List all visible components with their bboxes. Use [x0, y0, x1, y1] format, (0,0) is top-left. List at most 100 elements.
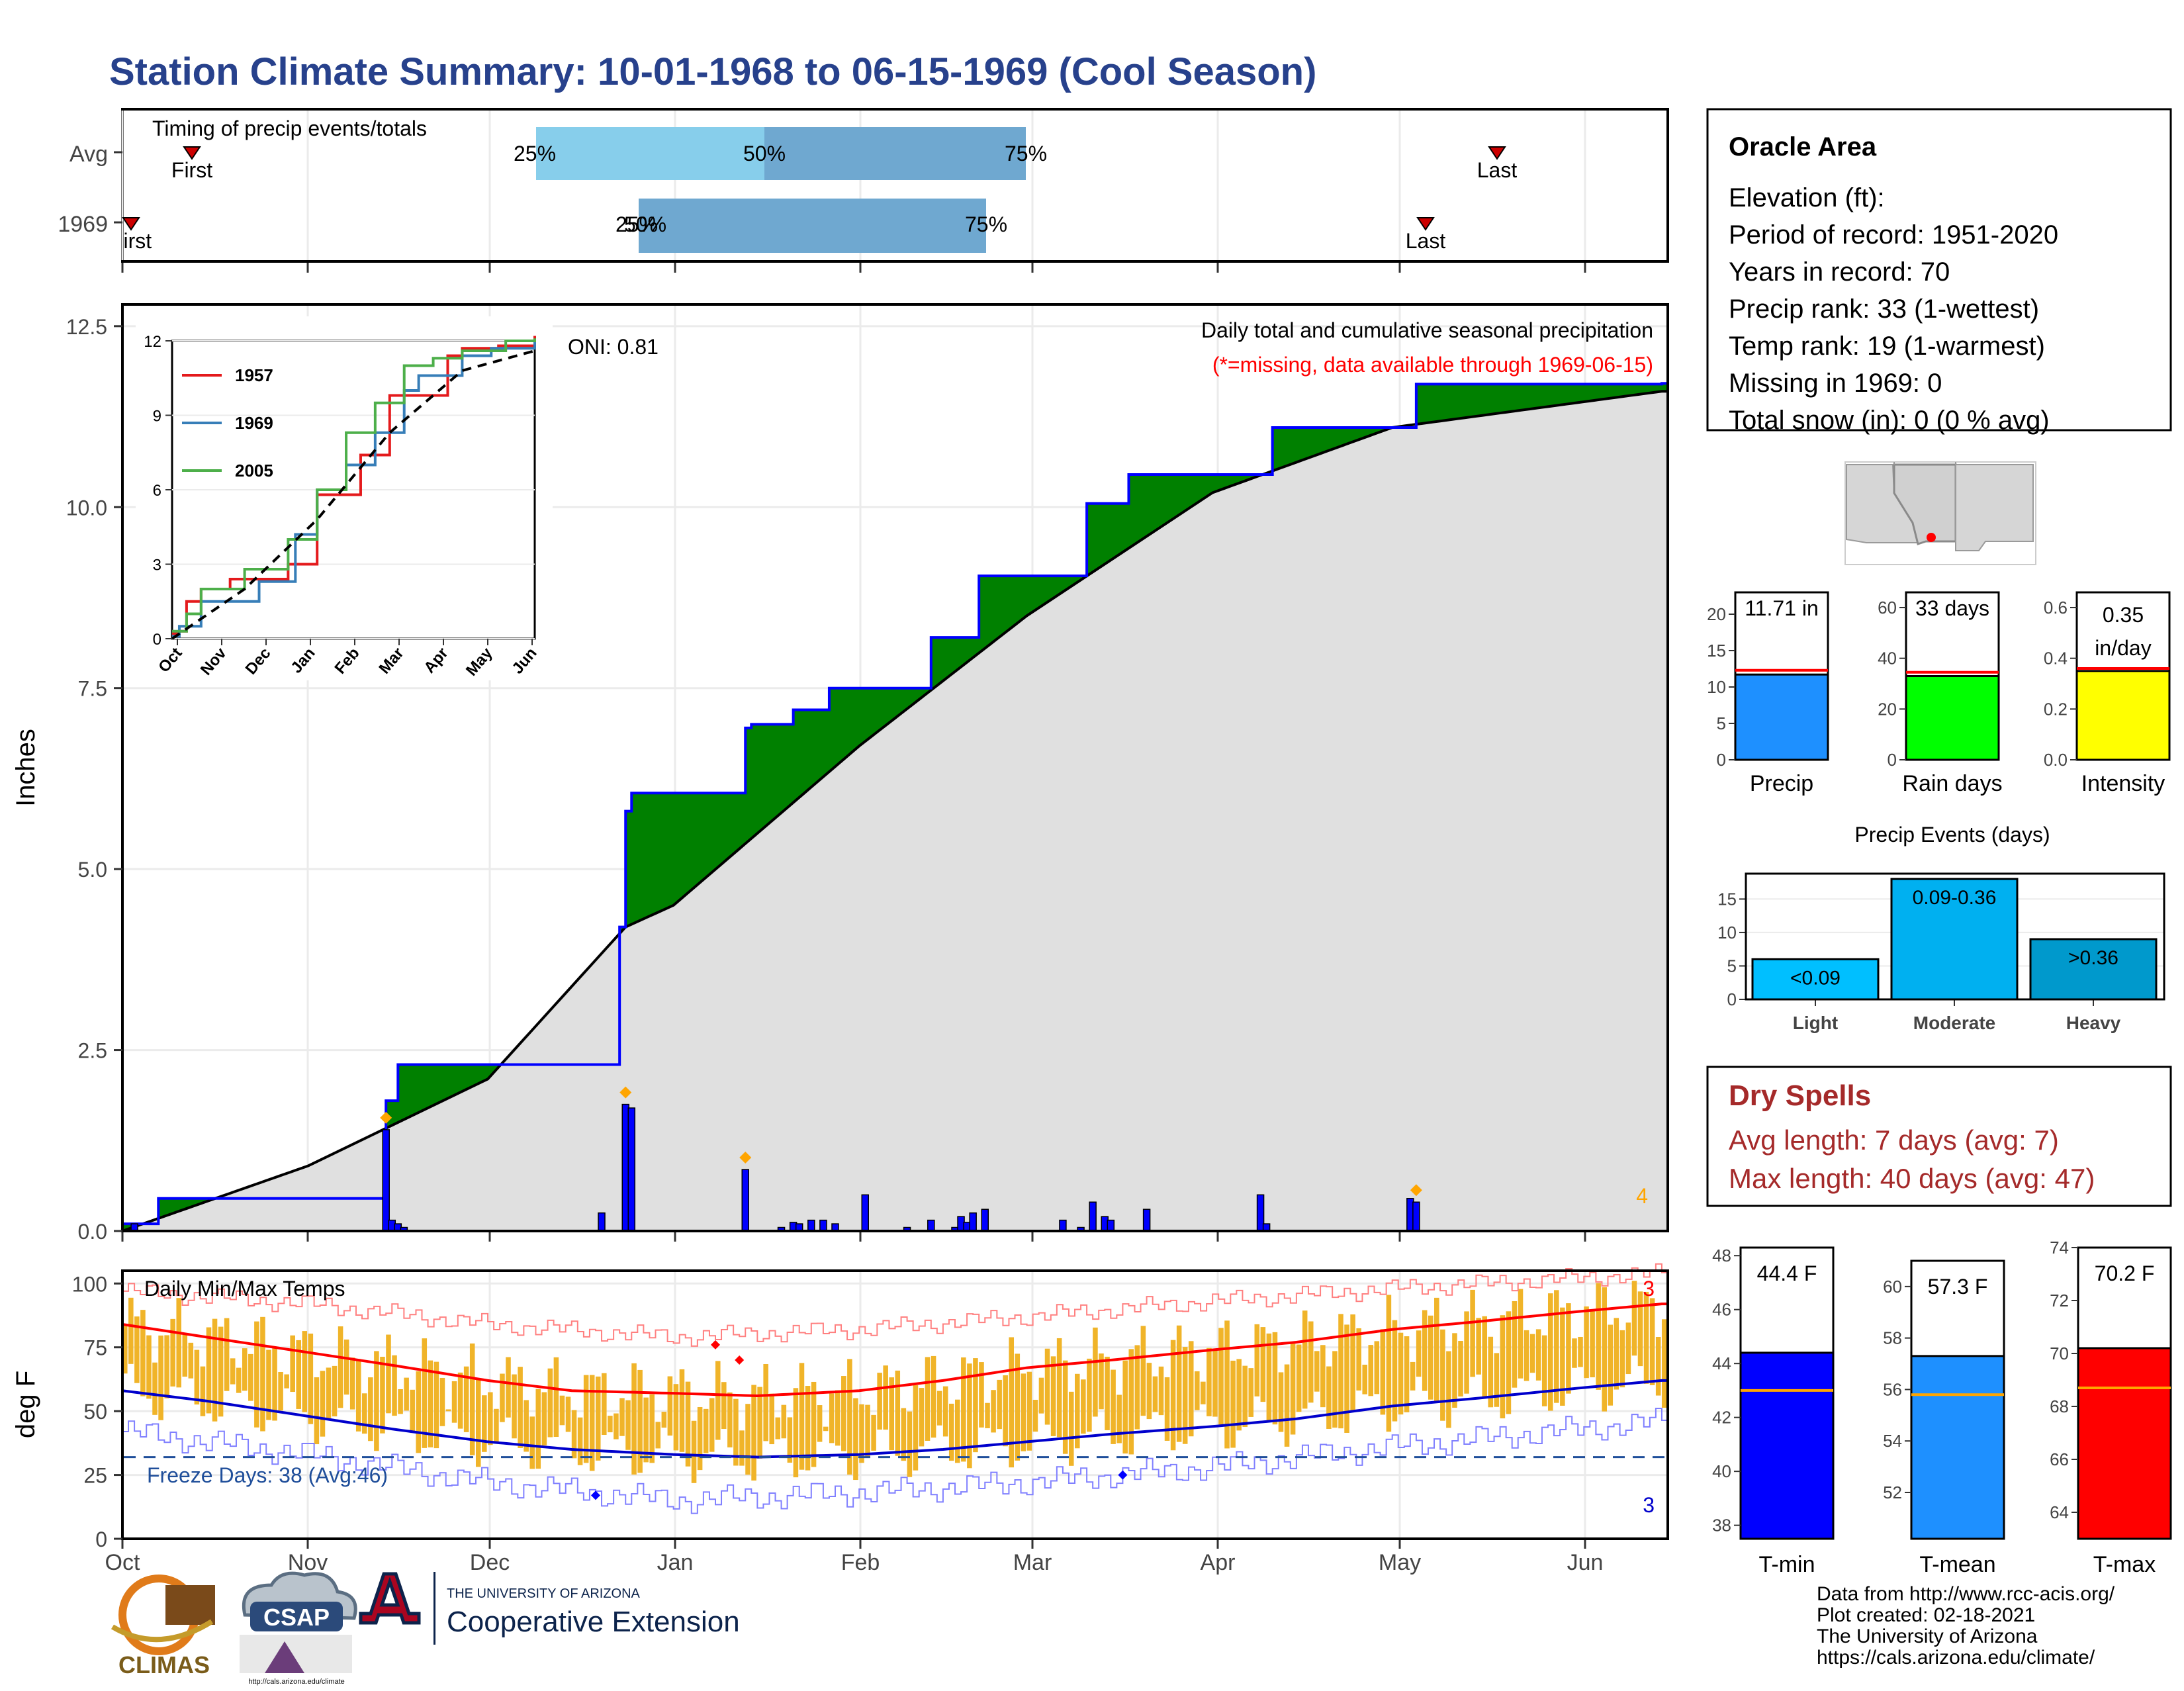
daily-precip-bar [627, 1107, 636, 1232]
station-location-dot [1927, 533, 1936, 542]
precip-diff-area [913, 688, 920, 704]
daily-temp-bar [919, 1388, 925, 1447]
precip-diff-area [1212, 475, 1219, 493]
daily-temp-bar [122, 1324, 128, 1374]
daily-temp-bar [745, 1404, 751, 1475]
precip-diff-area [1188, 475, 1195, 509]
summary-bar-rain-days: 0 20 40 60 33 days Rain days [1878, 591, 2003, 796]
avg-q50-label: 50% [743, 142, 786, 165]
precip-diff-area [1434, 384, 1441, 422]
precip-diff-area [1087, 503, 1093, 576]
event-bar-inner-label: 0.09-0.36 [1913, 887, 1997, 909]
precip-diff-area [1164, 475, 1171, 525]
month-label: Feb [841, 1550, 880, 1575]
summary-bar-label: Intensity [2081, 771, 2165, 796]
daily-temp-bar [338, 1326, 343, 1408]
daily-temp-bar [1476, 1318, 1481, 1375]
precip-diff-area [1242, 475, 1250, 482]
precip-diff-area [667, 793, 674, 908]
info-snow: Total snow (in): 0 (0 % avg) [1729, 406, 2050, 435]
daily-temp-bar [1009, 1337, 1015, 1468]
daily-temp-bar [512, 1374, 517, 1439]
precip-diff-area [1458, 384, 1465, 419]
daily-temp-bar [936, 1391, 942, 1426]
daily-temp-bar [1021, 1373, 1026, 1451]
precip-diff-area [936, 637, 944, 686]
ua-logo: THE UNIVERSITY OF ARIZONA Cooperative Ex… [359, 1572, 740, 1645]
precip-diff-area [1099, 503, 1105, 569]
month-label: Jan [657, 1550, 694, 1575]
daily-temp-bar [667, 1376, 673, 1436]
daily-temp-bar [194, 1349, 200, 1405]
daily-temp-bar [1500, 1315, 1506, 1419]
station-name: Oracle Area [1729, 132, 1877, 161]
inset-legend-label: 2005 [235, 461, 273, 480]
daily-temp-bar [1560, 1307, 1565, 1406]
record-low-line [122, 1408, 1668, 1514]
daily-temp-bar [1038, 1377, 1044, 1414]
precip-diff-area [1176, 475, 1183, 517]
daily-temp-bar [1482, 1316, 1487, 1398]
avg-max-line [122, 1303, 1668, 1398]
precip-diff-area [1416, 384, 1423, 425]
precip-diff-area [1032, 576, 1040, 612]
summary-bar-label: Precip [1750, 771, 1813, 796]
precip-diff-area [883, 688, 890, 728]
precip-diff-area [967, 637, 974, 663]
daily-temp-bar [1410, 1361, 1416, 1391]
daily-temp-bar [320, 1371, 326, 1437]
summary-ytick-label: 0 [1888, 750, 1897, 770]
precip-diff-area [1050, 576, 1058, 600]
daily-temp-bar [1206, 1348, 1212, 1416]
month-label: May [1379, 1550, 1421, 1575]
daily-temp-bar [170, 1318, 175, 1387]
inset-ytick-label: 12 [144, 333, 161, 351]
precip-diff-area [775, 724, 782, 818]
precip-diff-area [445, 1064, 453, 1099]
daily-temp-bar [1614, 1318, 1619, 1390]
precip-diff-area [194, 1198, 201, 1206]
daily-temp-bar [1332, 1351, 1338, 1428]
location-map [1844, 461, 2036, 565]
precip-diff-area [1308, 427, 1315, 458]
daily-temp-bar [428, 1360, 433, 1447]
daily-temp-bar [1302, 1310, 1308, 1409]
daily-temp-bar [853, 1398, 858, 1481]
daily-temp-bar [1326, 1366, 1332, 1429]
daily-temp-bar [625, 1400, 631, 1450]
precip-diff-area [1056, 576, 1064, 596]
precip-diff-area [739, 793, 746, 849]
daily-temp-bar [182, 1334, 188, 1377]
event-bar-inner-label: >0.36 [2068, 947, 2118, 969]
daily-temp-bar [1056, 1338, 1062, 1438]
avg-quartile-25-50 [536, 127, 764, 180]
daily-precip-bar [819, 1219, 827, 1232]
daily-temp-bar [703, 1408, 709, 1453]
daily-temp-bar [134, 1316, 140, 1383]
temp-summary-value-text: 70.2 F [2095, 1261, 2155, 1285]
daily-temp-bar [1272, 1332, 1278, 1425]
precip-diff-area [386, 1101, 392, 1128]
inset-series-2005 [172, 338, 536, 633]
summary-ytick-label: 0.2 [2044, 699, 2068, 719]
precip-diff-area [1075, 576, 1081, 584]
daily-temp-bar [266, 1349, 271, 1420]
climas-logo: CLIMAS [111, 1575, 215, 1678]
daily-temp-bar [355, 1359, 361, 1432]
daily-temp-bar [146, 1335, 152, 1399]
daily-temp-bar [475, 1379, 481, 1467]
daily-temp-bar [763, 1363, 768, 1441]
footer-line-2: Plot created: 02-18-2021 [1817, 1604, 2035, 1626]
temp-summary-ytick-label: 42 [1712, 1408, 1731, 1428]
daily-precip-bar [861, 1194, 869, 1232]
daily-temp-bar [506, 1357, 511, 1418]
daily-temp-bar [392, 1355, 397, 1416]
temp-ytick-label: 75 [83, 1336, 107, 1360]
daily-precip-bar [741, 1169, 749, 1232]
timing-row-avg: Avg [69, 142, 108, 167]
inset-ytick-label: 3 [153, 557, 161, 574]
precip-diff-area [1170, 475, 1177, 521]
daily-temp-bar [1290, 1344, 1296, 1435]
daily-temp-bar [1422, 1310, 1428, 1391]
daily-temp-bar [697, 1406, 703, 1471]
